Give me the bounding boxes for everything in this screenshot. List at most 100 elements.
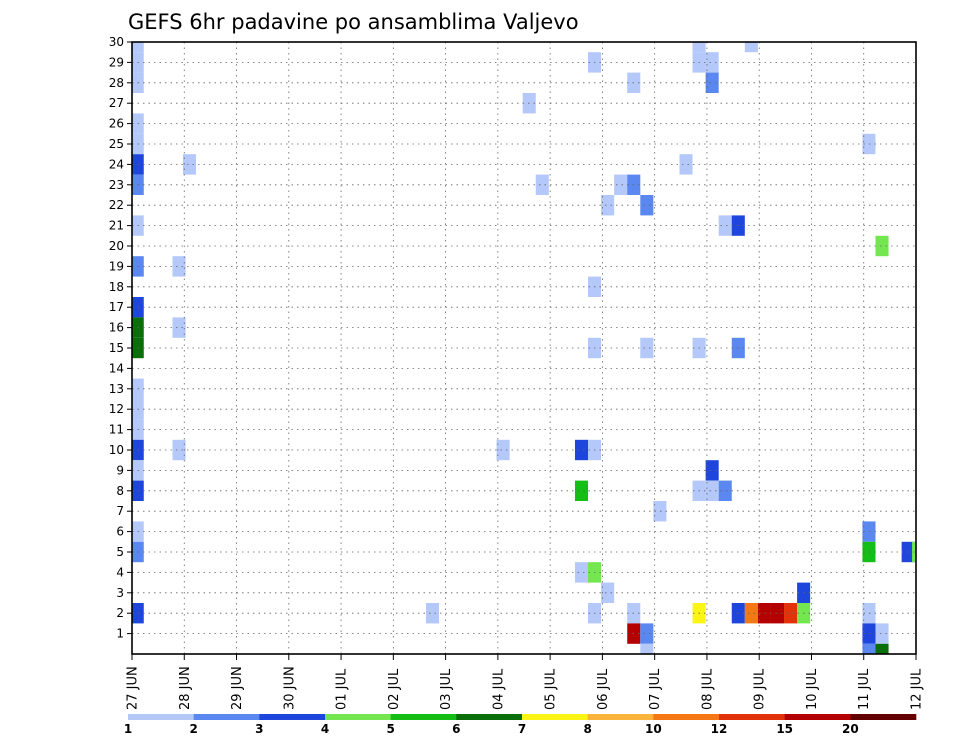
precip-cell <box>132 42 144 53</box>
y-axis: 1234567891011121314151617181920212223242… <box>109 35 132 641</box>
precip-cell <box>574 480 589 501</box>
colorbar-swatch <box>128 714 194 720</box>
colorbar-label: 10 <box>645 722 662 736</box>
colorbar-swatch <box>325 714 391 720</box>
precip-cell <box>705 460 719 481</box>
y-tick-label: 7 <box>116 504 124 518</box>
y-tick-label: 4 <box>116 565 124 579</box>
y-tick-label: 3 <box>116 586 124 600</box>
colorbar-label: 15 <box>776 722 793 736</box>
precip-cell <box>172 256 186 277</box>
y-tick-label: 25 <box>109 137 124 151</box>
precip-cell <box>875 623 889 644</box>
precip-cell <box>172 439 186 461</box>
y-tick-label: 17 <box>109 300 124 314</box>
precip-cell <box>614 174 628 195</box>
x-tick-label: 27 JUN <box>126 666 141 710</box>
y-tick-label: 28 <box>109 76 124 90</box>
precip-cell <box>601 195 615 216</box>
precip-cell <box>426 603 440 624</box>
colorbar-label: 20 <box>842 722 859 736</box>
colorbar-label: 4 <box>321 722 329 736</box>
y-tick-label: 13 <box>109 382 124 396</box>
y-tick-label: 2 <box>116 606 124 620</box>
precip-cell <box>574 439 589 461</box>
precip-cell <box>496 439 510 461</box>
colorbar-swatch <box>259 714 326 720</box>
x-tick-label: 04 JUL <box>491 668 506 710</box>
precip-cell <box>784 603 798 624</box>
x-tick-label: 12 JUL <box>910 668 925 710</box>
grid-lines <box>132 42 916 654</box>
x-tick-label: 30 JUN <box>282 666 297 710</box>
x-tick-label: 28 JUN <box>178 666 193 710</box>
x-tick-label: 03 JUL <box>439 668 454 710</box>
y-tick-label: 11 <box>109 423 124 437</box>
precip-cell <box>601 582 615 603</box>
precip-cell <box>875 643 889 654</box>
precip-cell <box>744 603 758 624</box>
precip-cell <box>718 215 732 236</box>
precip-cell <box>182 154 197 175</box>
colorbar-label: 5 <box>386 722 394 736</box>
y-tick-label: 19 <box>109 259 124 273</box>
y-tick-label: 21 <box>109 219 124 233</box>
colorbar-label: 12 <box>711 722 728 736</box>
precip-cell <box>875 235 889 257</box>
precip-cell <box>705 52 719 73</box>
precip-cell <box>640 337 654 359</box>
colorbar-swatch <box>522 714 588 720</box>
precip-cell <box>862 623 876 644</box>
y-tick-label: 29 <box>109 55 124 69</box>
x-tick-label: 07 JUL <box>648 668 663 710</box>
precip-cell <box>757 603 771 624</box>
precip-cell <box>862 541 876 563</box>
y-tick-label: 1 <box>116 627 124 641</box>
y-tick-label: 10 <box>109 443 124 457</box>
x-tick-label: 10 JUL <box>805 668 820 710</box>
precip-cell <box>172 317 186 338</box>
y-tick-label: 5 <box>116 545 124 559</box>
precip-cell <box>535 174 549 195</box>
y-tick-label: 8 <box>116 484 124 498</box>
y-tick-label: 12 <box>109 402 124 416</box>
colorbar-swatch <box>193 714 260 720</box>
x-tick-label: 05 JUL <box>544 668 559 710</box>
colorbar-swatch <box>653 714 720 720</box>
y-tick-label: 24 <box>109 157 124 171</box>
x-tick-label: 08 JUL <box>700 668 715 710</box>
y-tick-label: 22 <box>109 198 124 212</box>
y-tick-label: 14 <box>109 361 124 375</box>
x-tick-label: 02 JUL <box>387 668 402 710</box>
x-tick-label: 09 JUL <box>753 668 768 710</box>
y-tick-label: 26 <box>109 117 124 131</box>
colorbar-swatch <box>587 714 654 720</box>
x-axis: 27 JUN 28 JUN 29 JUN 30 JUN 01 JUL 02 JUL 03 J… <box>126 654 925 710</box>
precip-cell <box>862 521 876 542</box>
chart-title: GEFS 6hr padavine po ansamblima Valjevo <box>128 10 579 34</box>
precip-cell <box>862 643 876 654</box>
colorbar-label: 8 <box>583 722 591 736</box>
y-tick-label: 20 <box>109 239 124 253</box>
colorbar-label: 1 <box>124 722 132 736</box>
precip-cell <box>574 562 589 583</box>
y-tick-label: 16 <box>109 321 124 335</box>
y-tick-label: 30 <box>109 35 124 49</box>
y-tick-label: 23 <box>109 178 124 192</box>
colorbar-label: 7 <box>518 722 526 736</box>
x-tick-label: 29 JUN <box>230 666 245 710</box>
colorbar-label: 3 <box>255 722 263 736</box>
colorbar-label: 6 <box>452 722 460 736</box>
x-tick-label: 01 JUL <box>335 668 350 710</box>
colorbar-swatch <box>456 714 523 720</box>
y-tick-label: 6 <box>116 525 124 539</box>
y-tick-label: 9 <box>116 463 124 477</box>
precip-cell <box>640 643 654 654</box>
colorbar-swatch <box>784 714 851 720</box>
y-tick-label: 27 <box>109 96 124 110</box>
y-tick-label: 15 <box>109 341 124 355</box>
precip-cell <box>640 195 654 216</box>
precip-cell <box>705 72 719 93</box>
y-tick-label: 18 <box>109 280 124 294</box>
precip-cell <box>862 133 876 155</box>
